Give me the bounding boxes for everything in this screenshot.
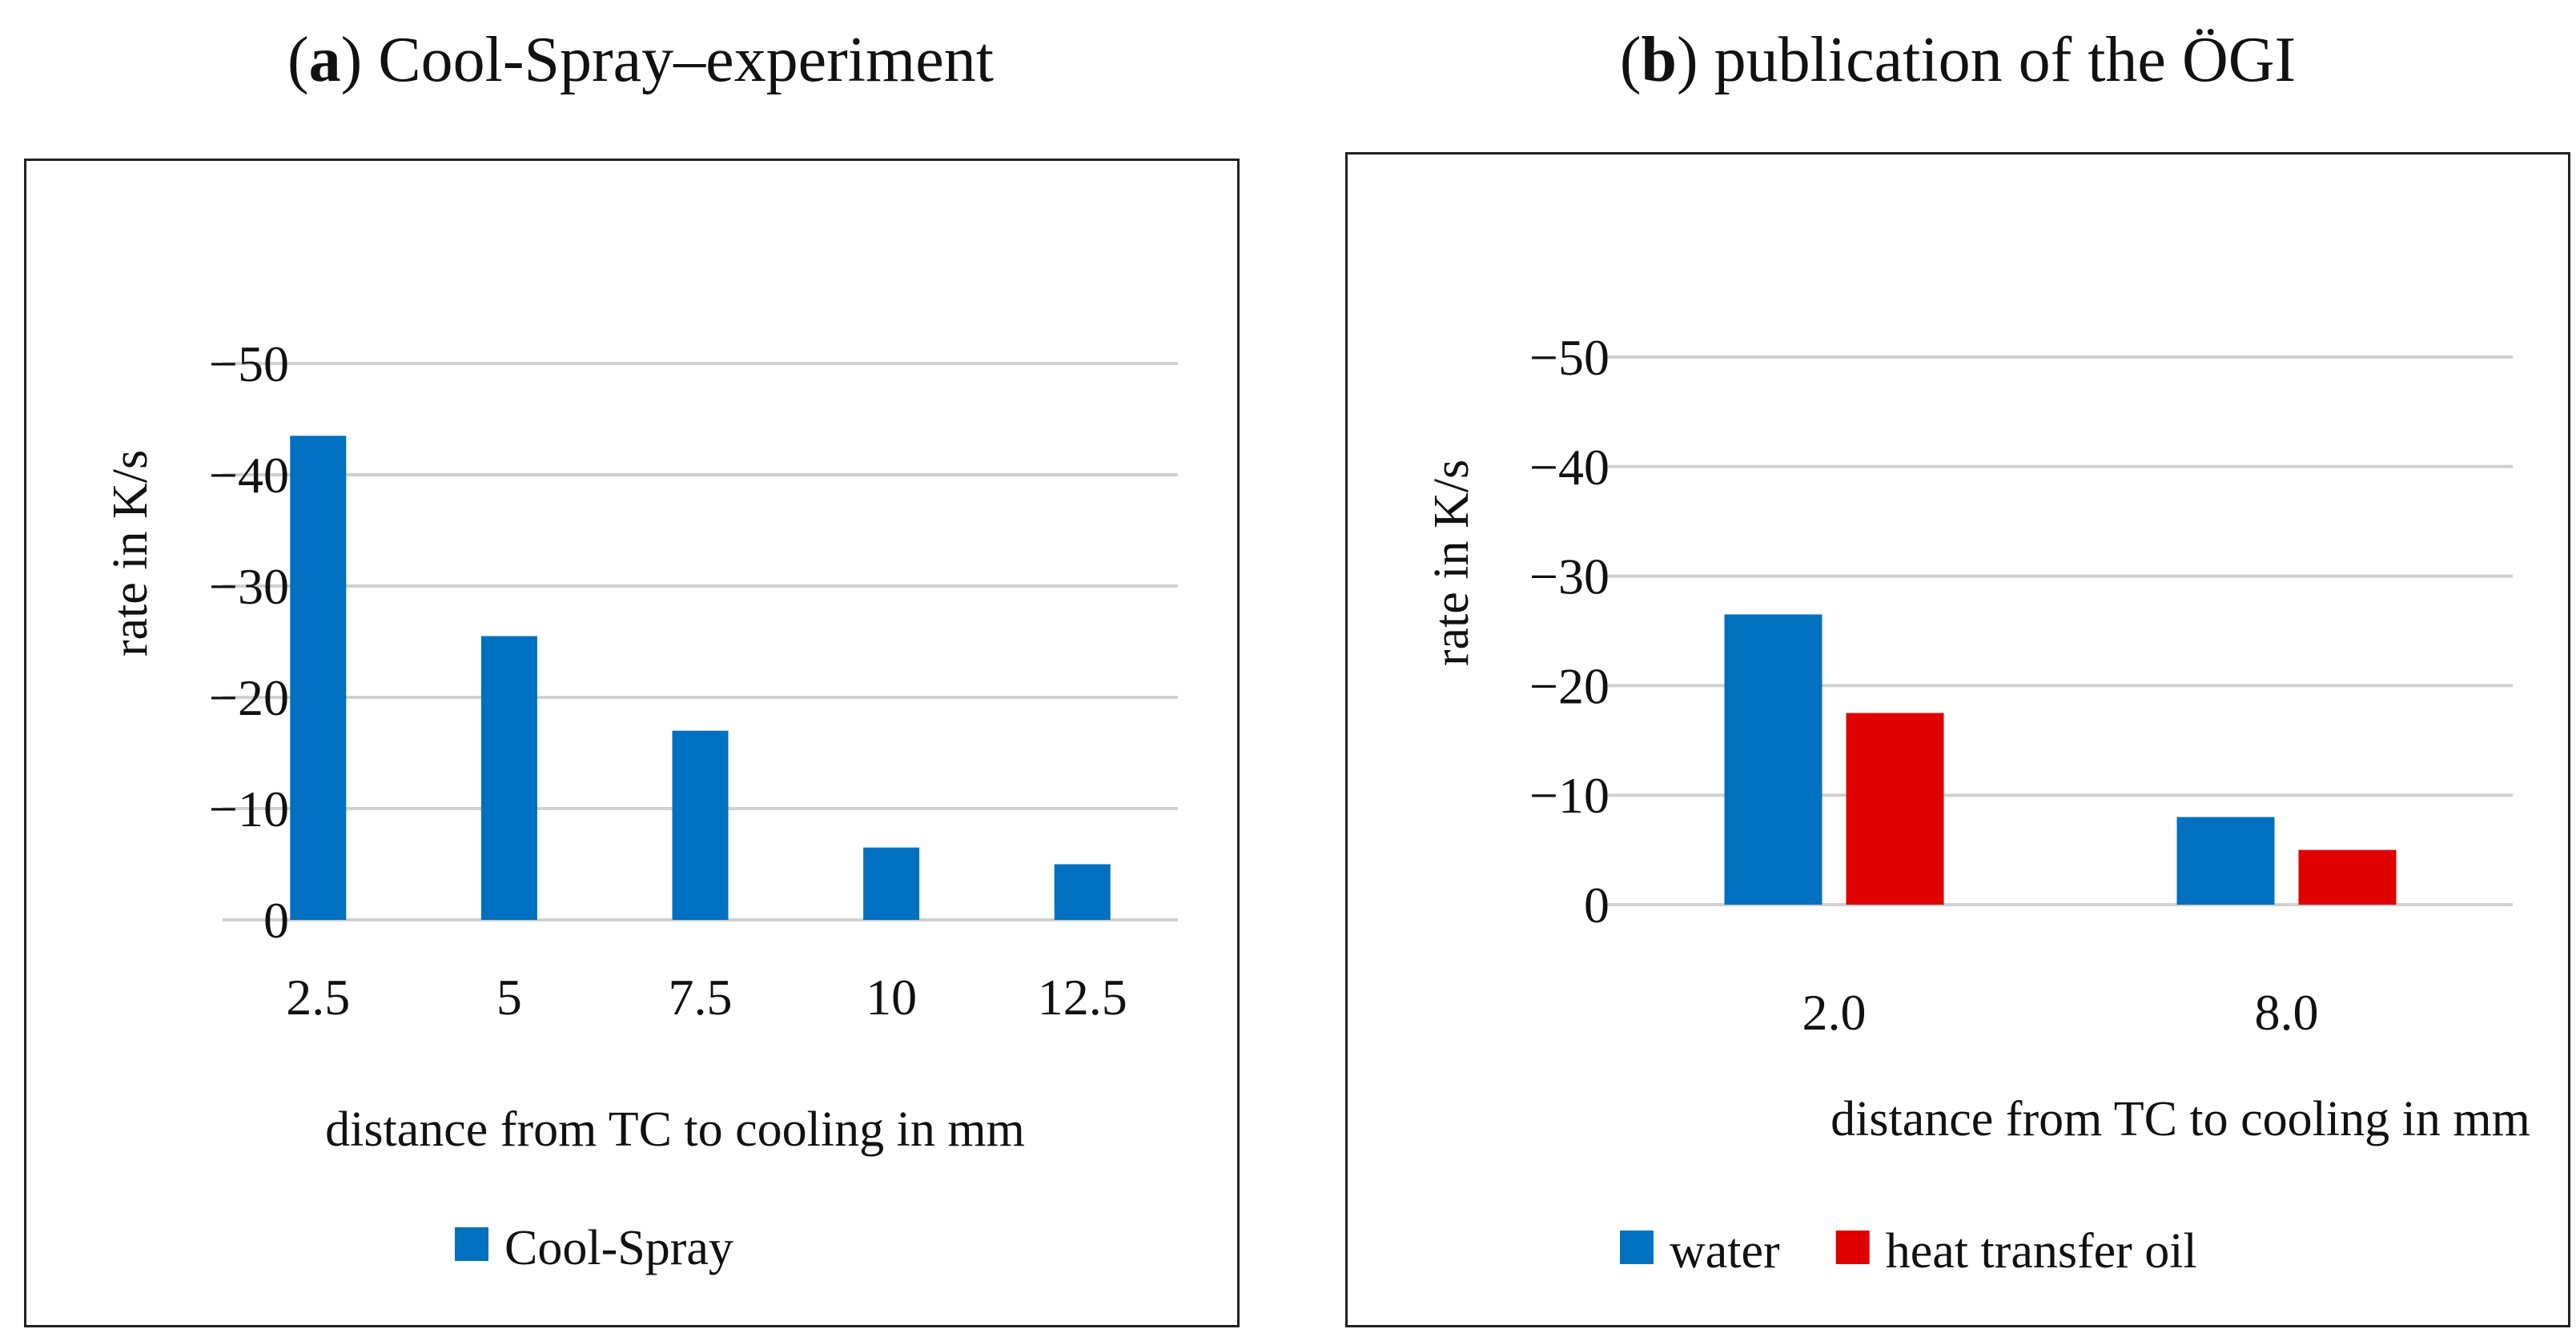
x-tick-label: 2.0 — [1802, 984, 1867, 1041]
y-tick-label: −10 — [209, 781, 289, 837]
legend-swatch — [1620, 1231, 1654, 1264]
chart-a-legend: Cool-Spray — [455, 1221, 733, 1275]
bar-cool-spray-7.5 — [672, 730, 729, 920]
legend-swatch — [455, 1227, 488, 1261]
chart-b-bars — [1724, 614, 2397, 905]
bar-cool-spray-2.5 — [290, 436, 347, 920]
panel-a-label: a — [308, 25, 341, 95]
chart-b-x-ticks: 2.0 8.0 — [1802, 984, 2319, 1041]
chart-a-x-ticks: 2.5 5 7.5 10 12.5 — [286, 969, 1127, 1026]
bar-water-2.0 — [1724, 614, 1822, 905]
legend-label: Cool-Spray — [504, 1221, 733, 1275]
panel-a-title: (a) Cool-Spray–experiment — [287, 25, 994, 95]
bar-cool-spray-10 — [863, 847, 920, 920]
x-tick-label: 5 — [496, 969, 522, 1026]
x-tick-label: 12.5 — [1038, 969, 1127, 1026]
bar-water-8.0 — [2176, 817, 2275, 905]
x-tick-label: 7.5 — [669, 969, 733, 1026]
y-tick-label: 0 — [1584, 877, 1609, 933]
y-tick-label: −20 — [1529, 657, 1609, 714]
x-tick-label: 2.5 — [286, 969, 350, 1026]
y-tick-label: −50 — [209, 335, 289, 392]
chart-b-x-axis-label: distance from TC to cooling in mm — [1831, 1092, 2530, 1146]
y-tick-label: −30 — [209, 558, 289, 615]
chart-b-legend: water heat transfer oil — [1620, 1224, 2197, 1279]
chart-a-x-axis-label: distance from TC to cooling in mm — [325, 1102, 1025, 1157]
x-tick-label: 10 — [866, 969, 917, 1026]
panel-b-label: b — [1641, 25, 1678, 95]
bar-cool-spray-12.5 — [1054, 864, 1111, 920]
y-tick-label: −40 — [1529, 439, 1609, 496]
legend-item: heat transfer oil — [1835, 1224, 2197, 1279]
chart-a-frame: 0 −10 −20 −30 −40 −50 2.5 5 7.5 10 12.5 rate in K… — [24, 159, 1240, 1327]
chart-b: 0 −10 −20 −30 −40 −50 2.0 8.0 rate in K/s dist… — [1425, 329, 2530, 1279]
y-tick-label: −10 — [1529, 767, 1609, 824]
chart-b-y-axis-label: rate in K/s — [1425, 460, 1479, 666]
y-tick-label: 0 — [263, 892, 289, 949]
legend-swatch — [1835, 1231, 1870, 1264]
y-tick-label: −50 — [1529, 329, 1609, 386]
x-tick-label: 8.0 — [2255, 984, 2319, 1041]
y-tick-label: −40 — [209, 447, 289, 504]
panel-a-title-text: Cool-Spray–experiment — [378, 25, 994, 95]
chart-b-frame: 0 −10 −20 −30 −40 −50 2.0 8.0 rate in K/s dist… — [1345, 152, 2570, 1327]
legend-label: heat transfer oil — [1886, 1224, 2197, 1279]
chart-b-y-ticks: 0 −10 −20 −30 −40 −50 — [1529, 329, 1609, 933]
chart-a-gridlines — [223, 362, 1178, 921]
chart-a-y-ticks: 0 −10 −20 −30 −40 −50 — [209, 335, 289, 949]
bar-heat-transfer-oil-2.0 — [1846, 713, 1944, 905]
bar-heat-transfer-oil-8.0 — [2298, 849, 2397, 905]
chart-a: 0 −10 −20 −30 −40 −50 2.5 5 7.5 10 12.5 rate in K… — [103, 335, 1178, 1275]
y-tick-label: −20 — [209, 669, 289, 726]
bar-cool-spray-5 — [480, 636, 537, 920]
legend-label: water — [1670, 1224, 1780, 1279]
panel-b-title: (b) publication of the ÖGI — [1619, 25, 2297, 95]
legend-item: Cool-Spray — [455, 1221, 733, 1275]
y-tick-label: −30 — [1529, 548, 1609, 605]
legend-item: water — [1620, 1224, 1780, 1279]
chart-a-y-axis-label: rate in K/s — [103, 450, 158, 656]
chart-a-bars — [290, 436, 1111, 920]
panel-b-title-text: publication of the ÖGI — [1714, 25, 2297, 95]
